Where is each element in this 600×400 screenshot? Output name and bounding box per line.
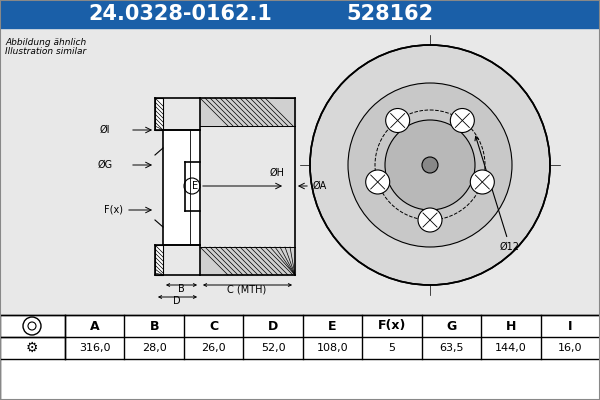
Text: D: D [173,296,181,306]
Text: ØH: ØH [270,168,285,178]
Circle shape [365,170,389,194]
Text: B: B [149,320,159,332]
Text: ØI: ØI [100,125,110,135]
Text: B: B [178,284,184,294]
Text: F(x): F(x) [104,205,123,215]
Circle shape [386,108,410,132]
Text: 52,0: 52,0 [261,343,286,353]
Text: F(x): F(x) [378,320,406,332]
Text: 24.0328-0162.1: 24.0328-0162.1 [88,4,272,24]
Text: Abbildung ähnlich: Abbildung ähnlich [5,38,86,47]
Bar [155,98,163,130]
Text: Ø12: Ø12 [475,136,520,252]
Text: 144,0: 144,0 [495,343,527,353]
Text: G: G [446,320,457,332]
Text: ØA: ØA [313,181,327,191]
Bar [0,315,600,400]
Text: C (MTH): C (MTH) [227,284,266,294]
Text: A: A [90,320,100,332]
Text: C: C [209,320,218,332]
Circle shape [470,170,494,194]
Text: 316,0: 316,0 [79,343,110,353]
Circle shape [451,108,475,132]
Bar [155,245,163,275]
Circle shape [422,157,438,173]
Text: ØG: ØG [97,160,113,170]
Text: 5: 5 [388,343,395,353]
Circle shape [310,45,550,285]
Text: E: E [192,181,198,191]
Bar [200,247,295,275]
Text: 528162: 528162 [346,4,434,24]
Text: H: H [506,320,516,332]
Circle shape [418,208,442,232]
Bar [0,0,600,28]
Text: 26,0: 26,0 [201,343,226,353]
Text: E: E [328,320,337,332]
Text: 108,0: 108,0 [317,343,349,353]
Circle shape [348,83,512,247]
Bar [163,130,200,245]
Text: Illustration similar: Illustration similar [5,47,86,56]
Text: 16,0: 16,0 [558,343,583,353]
Circle shape [385,120,475,210]
Text: D: D [268,320,278,332]
Text: ⚙: ⚙ [26,341,38,355]
Text: 63,5: 63,5 [439,343,464,353]
Bar [200,98,295,126]
Text: 28,0: 28,0 [142,343,167,353]
Text: I: I [568,320,572,332]
